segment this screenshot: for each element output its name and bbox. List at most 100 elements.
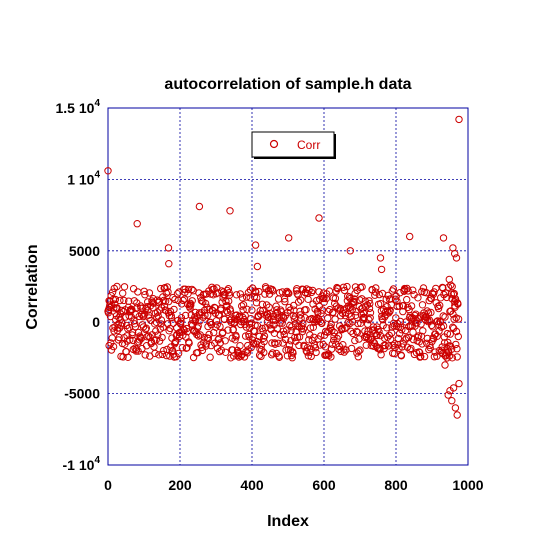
data-point [317, 332, 325, 340]
data-point [283, 287, 291, 296]
data-point [225, 297, 233, 305]
data-point [243, 305, 251, 313]
data-point [247, 315, 255, 323]
data-point [454, 315, 463, 323]
data-point [120, 283, 129, 291]
data-point [220, 315, 229, 324]
plot-frame [107, 107, 469, 466]
data-point [275, 353, 283, 361]
data-point [158, 350, 167, 359]
data-point [404, 303, 412, 312]
data-point [358, 283, 366, 291]
data-point [441, 313, 449, 321]
data-point [417, 320, 425, 328]
data-point [354, 319, 362, 328]
data-point [164, 320, 172, 328]
data-point [427, 308, 435, 317]
legend-shadow [334, 134, 336, 159]
data-point [225, 291, 234, 299]
data-point [396, 289, 404, 297]
legend: Corr [251, 131, 336, 159]
data-point [221, 348, 230, 356]
data-point [235, 312, 244, 320]
data-point [315, 214, 323, 222]
data-point [413, 333, 422, 342]
data-point [377, 265, 386, 274]
data-point [155, 337, 164, 345]
data-point [281, 335, 290, 344]
data-point [439, 312, 447, 320]
data-point [299, 325, 308, 333]
data-point [248, 306, 256, 314]
data-point [151, 349, 159, 358]
data-point [439, 322, 448, 330]
data-point [293, 290, 301, 298]
data-point [285, 289, 293, 298]
data-point [395, 302, 403, 310]
data-point [406, 346, 414, 354]
data-point [351, 336, 359, 345]
data-point [433, 332, 441, 340]
data-point [331, 294, 340, 303]
data-point [115, 333, 123, 342]
data-point [128, 331, 136, 339]
data-point [359, 309, 368, 317]
y-tick-label: -5000 [64, 386, 100, 402]
data-point [312, 348, 320, 357]
data-point [143, 333, 151, 341]
data-point [382, 295, 390, 303]
data-point [404, 333, 413, 342]
data-point [268, 349, 277, 357]
data-point [165, 297, 173, 306]
data-point [356, 346, 364, 354]
data-point [151, 320, 159, 328]
data-point [322, 294, 330, 303]
data-point [331, 315, 339, 323]
data-point [295, 341, 303, 350]
data-point [215, 334, 223, 343]
x-tick-label: 1000 [452, 477, 483, 493]
data-point [316, 317, 325, 326]
data-point [398, 326, 406, 334]
data-point [142, 342, 151, 350]
data-point [389, 341, 397, 350]
data-point [224, 326, 232, 334]
data-point [289, 349, 297, 357]
data-point [110, 304, 118, 312]
data-point [417, 352, 425, 361]
data-point [253, 294, 261, 302]
data-point [125, 297, 133, 305]
y-tick-label: 0 [92, 314, 100, 330]
data-point [294, 298, 303, 306]
data-point [242, 293, 251, 301]
data-point [399, 302, 408, 310]
data-point [128, 305, 136, 314]
data-point [385, 331, 393, 339]
data-point [252, 288, 260, 296]
data-point [269, 287, 277, 295]
data-point [131, 320, 139, 328]
data-point [157, 284, 165, 293]
data-point [369, 338, 377, 346]
data-point [441, 361, 449, 369]
data-point [184, 290, 192, 298]
data-point [443, 329, 452, 338]
data-point [236, 290, 245, 298]
data-point [412, 316, 420, 324]
data-point [121, 313, 130, 321]
data-point [118, 319, 126, 327]
data-point [263, 301, 271, 309]
data-point [116, 296, 124, 305]
data-point [302, 347, 310, 355]
data-point [158, 333, 166, 342]
y-tick-label: -1 104 [63, 455, 101, 473]
data-point [425, 345, 433, 354]
data-point [304, 295, 312, 303]
data-point [264, 286, 273, 295]
data-point [371, 291, 379, 299]
data-point [442, 289, 450, 297]
data-point [290, 301, 298, 310]
x-tick-label: 800 [384, 477, 408, 493]
data-point [321, 343, 329, 351]
data-point [201, 299, 210, 308]
